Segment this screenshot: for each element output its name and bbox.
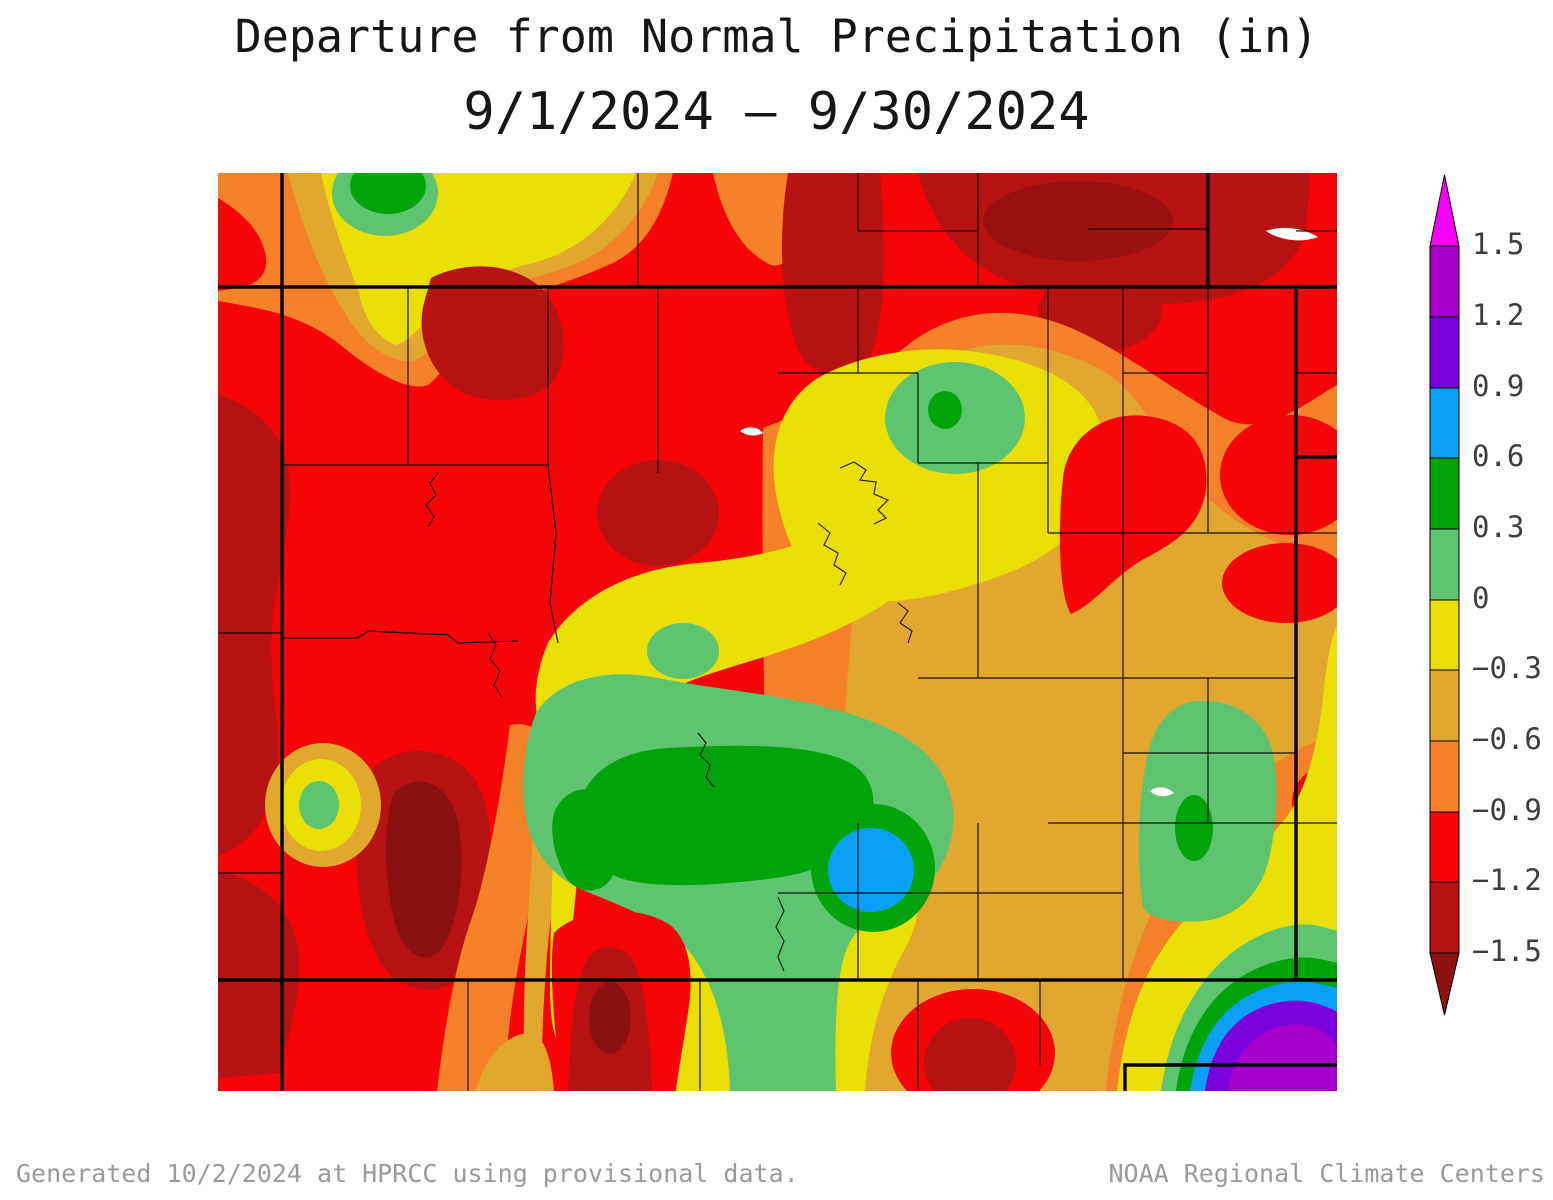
colorbar-tick-neg0.6: −0.6 (1472, 722, 1542, 756)
source-attribution: NOAA Regional Climate Centers (1108, 1159, 1546, 1188)
core-green-northeast-spot (928, 391, 962, 429)
contour-red-far-left-tongue (218, 198, 267, 291)
contour-green-central-mass (577, 745, 874, 886)
map-date-range: 9/1/2024 – 9/30/2024 (463, 82, 1090, 142)
colorbar-legend: 1.5 1.2 0.9 0.6 0.3 0 −0.3 −0.6 −0.9 −1.… (1390, 160, 1553, 1060)
precipitation-contour-map (218, 173, 1337, 1093)
contour-green-gunnison-lobe (552, 789, 621, 891)
core-green-southeast-lobe (1175, 795, 1213, 861)
county-boundaries (218, 173, 1337, 1091)
colorbar-tick-0.3: 0.3 (1472, 510, 1524, 544)
blob-red-east-edge-mid (1222, 543, 1337, 623)
colorbar-arrow-top (1429, 174, 1460, 247)
colorbar-tick-0.6: 0.6 (1472, 439, 1524, 473)
core-lightgreen-west-bullseye (299, 781, 339, 829)
map-title: Departure from Normal Precipitation (in) (234, 10, 1319, 63)
colorbar-svg: 1.5 1.2 0.9 0.6 0.3 0 −0.3 −0.6 −0.9 −1.… (1429, 174, 1542, 1016)
colorbar-arrow-bottom (1429, 952, 1460, 1016)
contour-orange-southwest-band (437, 724, 553, 1091)
colorbar-tick-0: 0 (1472, 581, 1489, 615)
blob-darkred-utah-band-lower (218, 871, 300, 1078)
blob-blue-south-central (828, 828, 914, 912)
colorbar-seg-7 (1429, 669, 1460, 742)
colorbar-tick-0.9: 0.9 (1472, 369, 1524, 403)
band-purple-southeast-corner (1228, 1024, 1337, 1091)
map-svg (218, 173, 1337, 1091)
blob-red-east-c (1059, 415, 1207, 614)
colorbar-seg-8 (1429, 740, 1460, 813)
contour-orange-north-center (713, 173, 804, 266)
colorbar-seg-1 (1429, 245, 1460, 318)
colorbar-seg-5 (1429, 528, 1460, 601)
blob-red-east-edge-upper (1220, 415, 1337, 535)
colorbar-seg-3 (1429, 387, 1460, 459)
oklahoma-panhandle-border (1123, 1063, 1337, 1091)
blob-darkred-north-column (782, 173, 884, 378)
colorbar-tick-neg0.9: −0.9 (1472, 793, 1542, 827)
colorbar-seg-4 (1429, 457, 1460, 530)
contour-lightgreen-central-small (647, 623, 719, 679)
no-data-sliver-northeast (1266, 227, 1318, 241)
colorado-border (280, 285, 1298, 982)
colorbar-seg-2 (1429, 316, 1460, 389)
blob-darkred-northwest-colorado (421, 266, 564, 401)
contour-green-north-spot (350, 173, 426, 214)
colorbar-seg-10 (1429, 881, 1460, 954)
blob-darkred-west-center (597, 460, 719, 566)
drainage-division-lines (425, 461, 913, 972)
blob-darkred-utah-band-upper (218, 395, 290, 855)
colorbar-tick-neg0.3: −0.3 (1472, 651, 1542, 685)
colorbar-tick-1.5: 1.5 (1472, 227, 1524, 261)
state-boundaries (218, 173, 1337, 1091)
no-data-sliver-southeast (1150, 787, 1174, 797)
blob-darkest-san-juan-core (385, 781, 462, 958)
blob-darkest-south-bullseye-core (589, 982, 631, 1054)
no-data-sliver-center (740, 427, 763, 436)
blob-darkred-south-east-bullseye (924, 1018, 1016, 1091)
colorbar-seg-6 (1429, 599, 1460, 671)
colorbar-tick-neg1.2: −1.2 (1472, 863, 1542, 897)
generation-timestamp: Generated 10/2/2024 at HPRCC using provi… (16, 1159, 799, 1188)
colorbar-seg-9 (1429, 811, 1460, 883)
colorbar-tick-1.2: 1.2 (1472, 298, 1524, 332)
blob-maroon-northeast-core (983, 181, 1173, 261)
colorbar-tick-neg1.5: −1.5 (1472, 934, 1542, 968)
